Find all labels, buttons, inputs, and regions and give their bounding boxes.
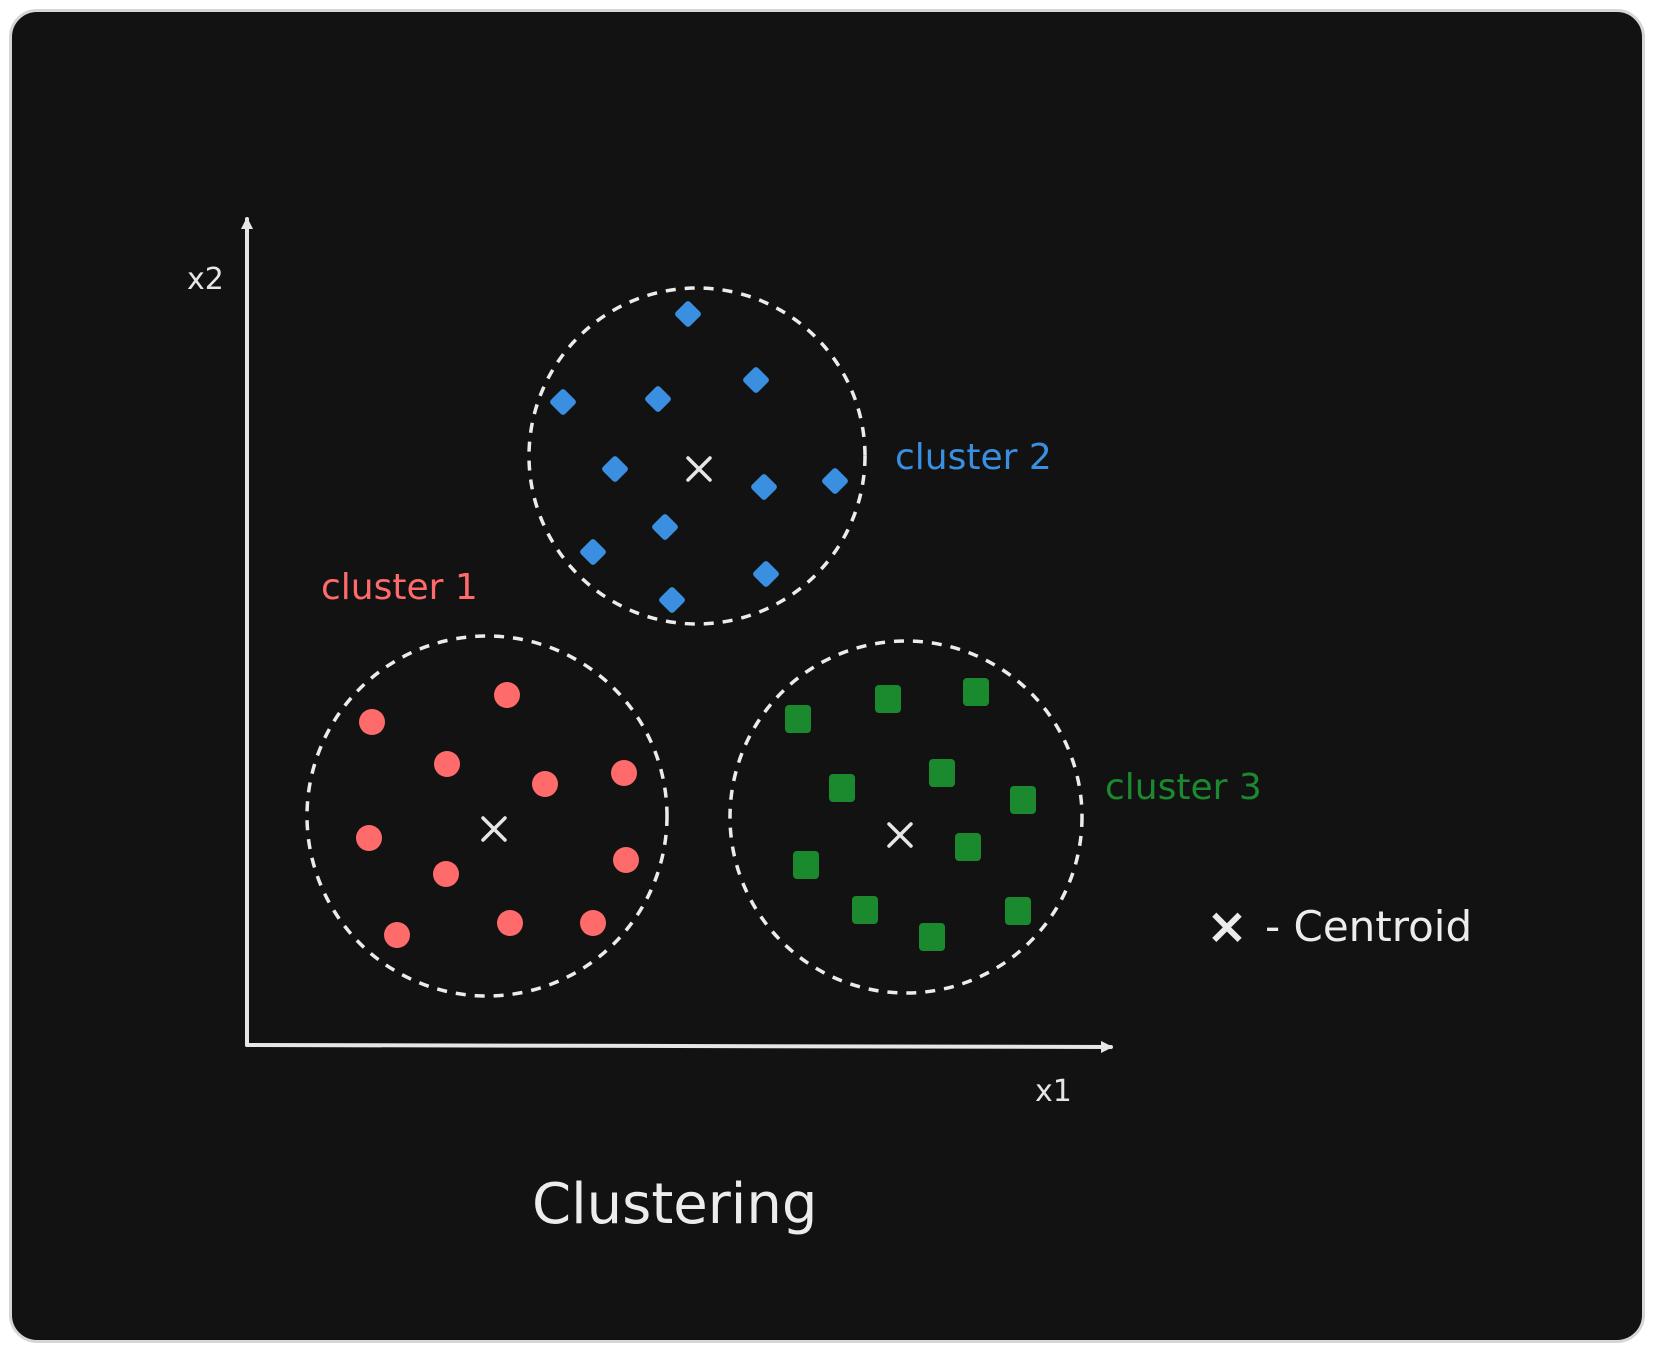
cluster-2-point: [743, 367, 769, 393]
cluster-1-label: cluster 1: [321, 567, 478, 608]
diagram-frame: x2 x1 cluster 1 cluster 2 cluster 3: [9, 9, 1645, 1343]
y-axis-label: x2: [187, 262, 224, 297]
cluster-1-point: [611, 760, 637, 786]
cluster-2-point: [753, 561, 779, 587]
cluster-3-point: [785, 705, 811, 733]
cluster-3-point: [852, 896, 878, 924]
cluster-3-point: [829, 774, 855, 802]
cluster-3-label: cluster 3: [1105, 767, 1262, 808]
cluster-2-point: [645, 386, 671, 412]
cluster-3-centroid-icon: [887, 822, 913, 848]
cluster-2-centroid-icon: [686, 456, 712, 482]
cluster-1-point: [580, 910, 606, 936]
cluster-3-point: [929, 759, 955, 787]
cluster-2-point: [602, 456, 628, 482]
x-axis: [245, 1040, 1113, 1053]
cluster-3-point: [793, 851, 819, 879]
cluster-2-point: [675, 301, 701, 327]
cluster-3-points: [785, 678, 1036, 951]
cluster-2-points: [550, 301, 848, 613]
legend-centroid-symbol: ×: [1206, 897, 1248, 955]
cluster-1-point: [532, 771, 558, 797]
cluster-3-boundary: [728, 639, 1084, 995]
cluster-1-point: [359, 709, 385, 735]
cluster-2-point: [580, 539, 606, 565]
cluster-2-point: [822, 468, 848, 494]
cluster-3-point: [955, 833, 981, 861]
diagram-title: Clustering: [532, 1172, 817, 1237]
cluster-2-label: cluster 2: [895, 437, 1052, 478]
x-axis-label: x1: [1035, 1074, 1072, 1109]
cluster-1-boundary: [305, 634, 669, 998]
cluster-3-point: [1010, 786, 1036, 814]
cluster-3-point: [919, 923, 945, 951]
cluster-1-point: [433, 861, 459, 887]
legend-centroid-text: - Centroid: [1265, 902, 1472, 951]
clustering-diagram: x2 x1 cluster 1 cluster 2 cluster 3: [187, 217, 1472, 1237]
cluster-1-point: [494, 682, 520, 708]
cluster-2-point: [652, 514, 678, 540]
cluster-2-point: [659, 587, 685, 613]
cluster-3-point: [875, 685, 901, 713]
cluster-1-point: [434, 751, 460, 777]
cluster-1-centroid-icon: [481, 816, 507, 842]
cluster-2-point: [550, 389, 576, 415]
cluster-1-point: [384, 922, 410, 948]
cluster-2-point: [751, 474, 777, 500]
cluster-3-point: [963, 678, 989, 706]
cluster-1-point: [356, 825, 382, 851]
cluster-2-boundary: [527, 286, 867, 626]
cluster-1-point: [497, 910, 523, 936]
cluster-1-point: [613, 847, 639, 873]
cluster-3-point: [1005, 897, 1031, 925]
cluster-1-points: [356, 682, 639, 948]
